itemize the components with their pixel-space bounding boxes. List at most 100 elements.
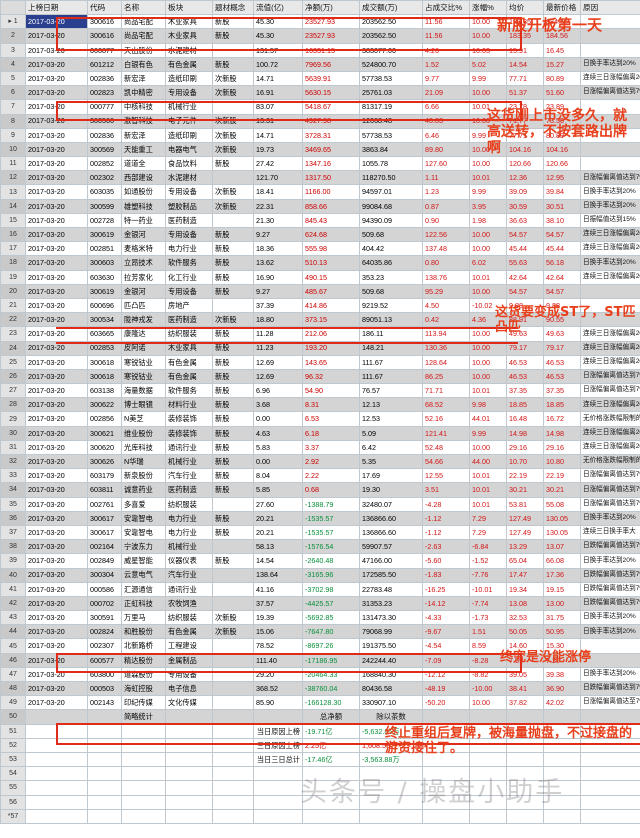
cell-theme[interactable]: 新股 xyxy=(212,439,254,456)
cell-reason[interactable] xyxy=(580,283,640,299)
cell-rownum[interactable]: 48 xyxy=(0,680,26,697)
cell-net[interactable]: 6.53 xyxy=(302,411,360,427)
table-row[interactable]: 42 2017-03-20 000702 正虹科技 农牧饲渔 37.57 -4425.57 3… xyxy=(0,595,640,612)
cell-code[interactable]: 300617 xyxy=(87,510,122,526)
table-row[interactable]: 30 2017-03-20 300621 维业股份 装修装饰 新股 4.63 6.18 5.09… xyxy=(0,425,640,441)
cell-theme[interactable] xyxy=(212,539,254,555)
cell-chg[interactable]: 10.00 xyxy=(469,241,507,257)
cell-code[interactable]: 002852 xyxy=(87,156,122,172)
cell-theme[interactable] xyxy=(212,297,254,314)
cell-date[interactable]: 2017-03-20 xyxy=(25,156,88,172)
cell-rownum[interactable]: 28 xyxy=(0,397,26,413)
cell-float[interactable]: 0.00 xyxy=(253,411,303,427)
cell-sector[interactable]: 装修装饰 xyxy=(165,425,213,441)
cell-date[interactable]: 2017-03-20 xyxy=(25,56,88,72)
table-row[interactable]: 24 2017-03-20 002853 皮阿诺 木业家具 新股 11.23 193.20 14… xyxy=(0,340,640,356)
cell-rownum[interactable]: 38 xyxy=(0,539,26,555)
cell-avg[interactable]: 23.78 xyxy=(506,99,544,115)
cell-last[interactable]: 29.16 xyxy=(543,439,581,456)
cell-pct[interactable]: 11.56 xyxy=(422,28,470,44)
cell-last[interactable]: 56.18 xyxy=(543,255,581,271)
column-header-10[interactable]: 涨幅% xyxy=(469,0,507,16)
cell-code[interactable]: 300621 xyxy=(87,425,122,441)
cell-chg[interactable]: 44.00 xyxy=(469,453,507,470)
cell-code[interactable]: 002849 xyxy=(87,553,122,569)
cell-net[interactable]: 3728.31 xyxy=(302,127,360,143)
cell-float[interactable]: 14.54 xyxy=(253,553,303,569)
cell-net[interactable]: 555.98 xyxy=(302,241,360,257)
table-row[interactable]: 45 2017-03-20 002307 北新路桥 工程建设 78.52 -8697.26 1… xyxy=(0,638,640,654)
cell-date[interactable]: 2017-03-20 xyxy=(25,524,88,541)
cell-theme[interactable]: 新股 xyxy=(212,156,254,172)
cell-last[interactable]: 39.38 xyxy=(543,666,581,683)
cell-theme[interactable]: 新股 xyxy=(212,425,254,441)
cell-net[interactable]: 624.68 xyxy=(302,226,360,243)
column-header-13[interactable]: 原因 xyxy=(580,0,640,16)
cell-date[interactable]: 2017-03-20 xyxy=(25,255,88,271)
cell-date[interactable]: 2017-03-20 xyxy=(25,226,88,243)
cell-chg[interactable]: 4.36 xyxy=(469,312,507,328)
cell-amount[interactable]: 509.68 xyxy=(359,283,423,299)
cell-float[interactable]: 58.13 xyxy=(253,539,303,555)
cell-reason[interactable]: 连续三日涨幅偏离20% xyxy=(580,425,640,441)
cell-theme[interactable]: 新股 xyxy=(212,468,254,484)
cell-reason[interactable]: 连续三日涨幅偏离20% xyxy=(580,226,640,243)
cell-amount[interactable]: 111.67 xyxy=(359,354,423,370)
cell-avg[interactable]: 29.16 xyxy=(506,439,544,456)
cell-date[interactable]: 2017-03-20 xyxy=(25,212,88,229)
cell-avg[interactable]: 15.91 xyxy=(506,42,544,58)
cell-net[interactable]: 373.15 xyxy=(302,312,360,328)
cell-float[interactable]: 131.57 xyxy=(253,42,303,58)
cell-name[interactable]: 立昂技术 xyxy=(121,255,166,271)
cell-name[interactable]: 道道全 xyxy=(121,156,166,172)
cell-rownum[interactable]: 44 xyxy=(0,624,26,640)
cell-reason[interactable] xyxy=(580,638,640,654)
cell-avg[interactable]: 104.16 xyxy=(506,141,544,158)
cell-reason[interactable]: 日涨幅偏离值达到7% xyxy=(580,482,640,498)
cell-chg[interactable]: 10.03 xyxy=(469,42,507,58)
cell-chg[interactable]: -7.74 xyxy=(469,595,507,612)
table-row[interactable]: 40 2017-03-20 300304 云意电气 汽车行业 138.64 -3165.96… xyxy=(0,567,640,583)
cell-chg[interactable]: 10.01 xyxy=(469,99,507,115)
cell-pct[interactable]: 1.11 xyxy=(422,170,470,186)
cell-date[interactable]: 2017-03-20 xyxy=(25,368,88,385)
cell-theme[interactable] xyxy=(212,567,254,583)
cell-last[interactable]: 37.35 xyxy=(543,383,581,399)
cell-avg[interactable]: 79.17 xyxy=(506,340,544,356)
cell-rownum[interactable]: 2 xyxy=(0,28,26,44)
cell-float[interactable]: 13.31 xyxy=(253,113,303,129)
cell-avg[interactable]: 38.41 xyxy=(506,680,544,697)
cell-avg[interactable]: 65.04 xyxy=(506,553,544,569)
cell-amount[interactable]: 99084.68 xyxy=(359,198,423,214)
cell-code[interactable]: 002851 xyxy=(87,241,122,257)
cell-chg[interactable]: -1.52 xyxy=(469,553,507,569)
cell-last[interactable]: 19.15 xyxy=(543,581,581,597)
cell-name[interactable]: 安靠智电 xyxy=(121,524,166,541)
cell-amount[interactable]: 118270.50 xyxy=(359,170,423,186)
cell-name[interactable]: 新宏泽 xyxy=(121,70,166,87)
cell-sector[interactable]: 水泥建材 xyxy=(165,42,213,58)
cell-sector[interactable]: 有色金属 xyxy=(165,56,213,72)
cell-avg[interactable]: 77.71 xyxy=(506,127,544,143)
cell-net[interactable]: -17186.95 xyxy=(302,652,360,668)
cell-last[interactable]: 90.55 xyxy=(543,312,581,328)
cell-amount[interactable]: 25761.03 xyxy=(359,85,423,101)
cell-pct[interactable]: 6.46 xyxy=(422,127,470,143)
cell-reason[interactable]: 无价格涨跌幅限制的证券 xyxy=(580,453,640,470)
cell-chg[interactable]: 10.00 xyxy=(469,113,507,129)
cell-amount[interactable]: 17.69 xyxy=(359,468,423,484)
cell-code[interactable]: 300616 xyxy=(87,14,122,30)
table-row[interactable]: 14 2017-03-20 300599 雄塑科技 塑胶制品 次新股 22.31 858.66… xyxy=(0,198,640,214)
cell-chg[interactable]: 3.95 xyxy=(469,198,507,214)
cell-chg[interactable]: 10.01 xyxy=(469,383,507,399)
cell-last[interactable]: 14.98 xyxy=(543,425,581,441)
table-row[interactable]: 38 2017-03-20 002164 宁波东力 机械行业 58.13 -1576.54 5… xyxy=(0,539,640,555)
cell-avg[interactable]: 42.64 xyxy=(506,269,544,285)
cell-rownum[interactable]: 10 xyxy=(0,141,26,158)
cell-theme[interactable]: 次新股 xyxy=(212,141,254,158)
table-row[interactable]: 33 2017-03-20 603179 新泉股份 汽车行业 新股 8.04 2.22 17.6… xyxy=(0,468,640,484)
cell-float[interactable]: 15.06 xyxy=(253,624,303,640)
cell-amount[interactable]: 5.35 xyxy=(359,453,423,470)
table-row[interactable]: 7 2017-03-20 000777 中核科技 机械行业 83.07 5418.67 813… xyxy=(0,99,640,115)
